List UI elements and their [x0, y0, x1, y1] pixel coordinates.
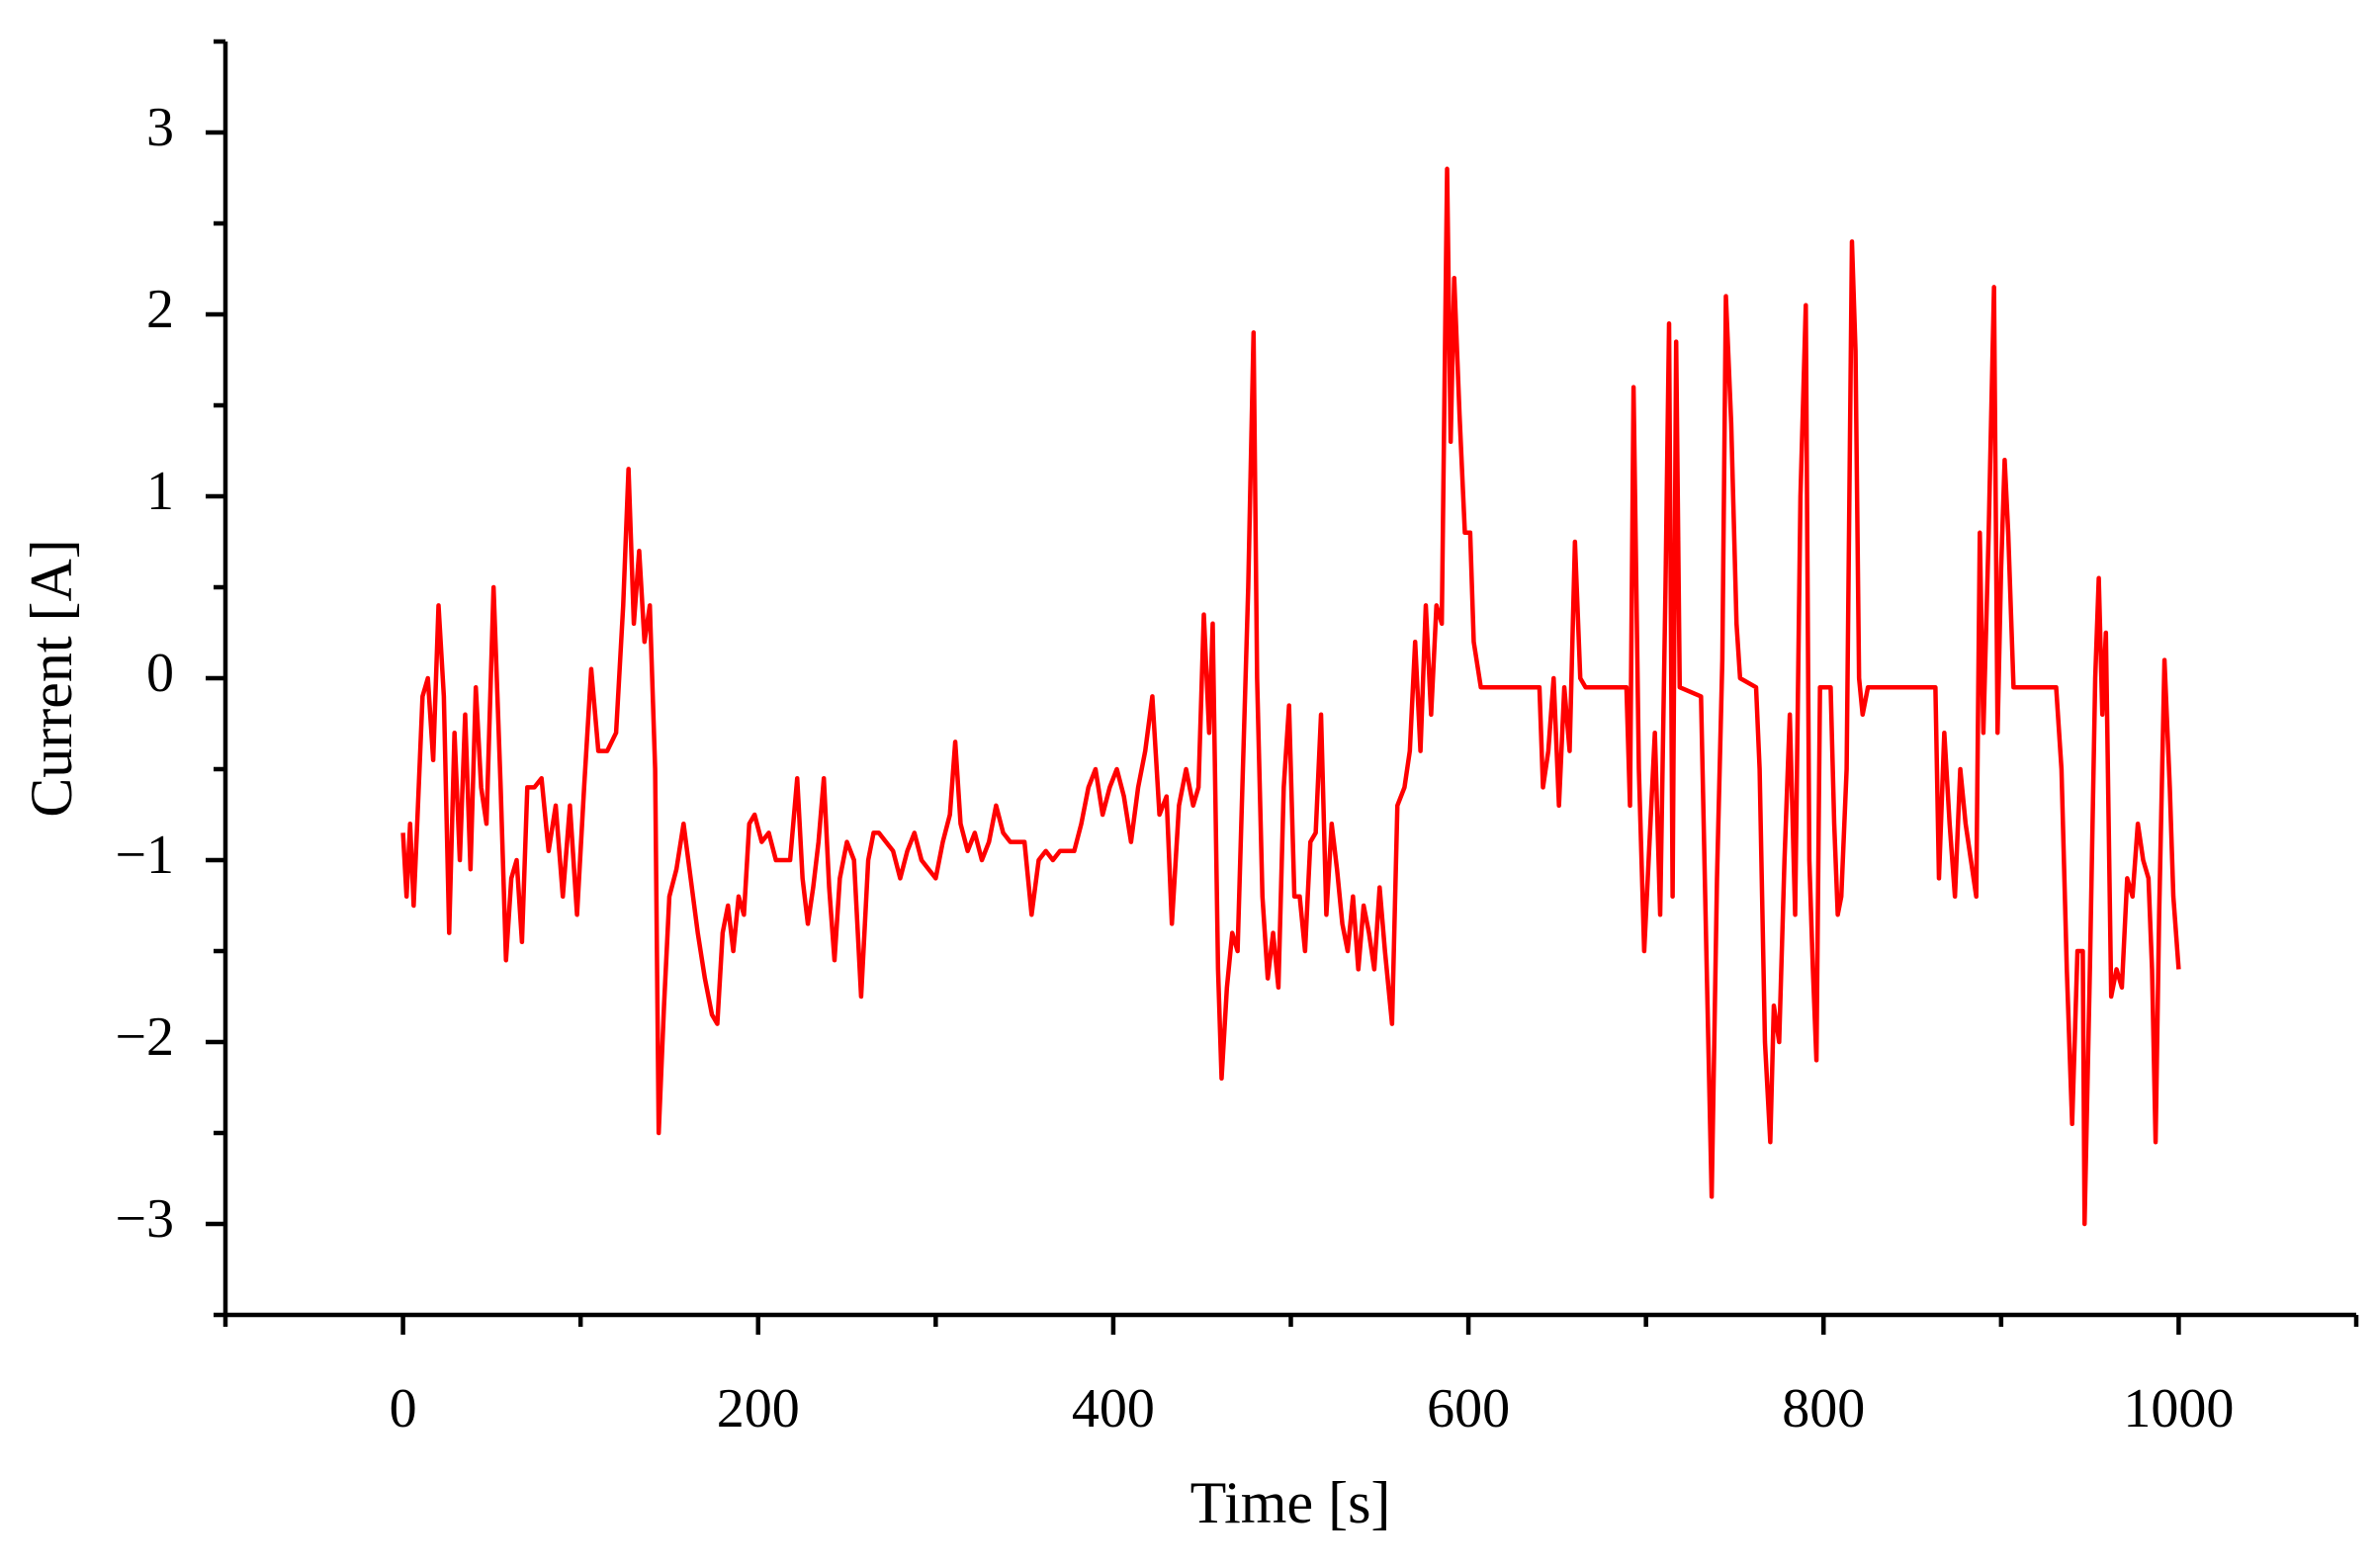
y-axis-title: Current [A] [19, 539, 84, 818]
y-tick-label: 0 [146, 643, 174, 704]
data-line [400, 166, 2181, 1227]
x-tick-label: 200 [717, 1378, 800, 1439]
y-tick-label: 3 [146, 97, 174, 158]
y-tick-label: 1 [146, 461, 174, 522]
y-tick-label: −3 [115, 1188, 174, 1250]
x-tick-label: 400 [1072, 1378, 1155, 1439]
x-tick-label: 1000 [2123, 1378, 2234, 1439]
x-tick-label: 800 [1782, 1378, 1865, 1439]
x-tick-label: 0 [390, 1378, 417, 1439]
x-axis-title: Time [s] [1190, 1470, 1391, 1535]
y-tick-label: −2 [115, 1006, 174, 1068]
x-tick-label: 600 [1427, 1378, 1510, 1439]
y-tick-label: −1 [115, 825, 174, 886]
y-tick-label: 2 [146, 279, 174, 340]
